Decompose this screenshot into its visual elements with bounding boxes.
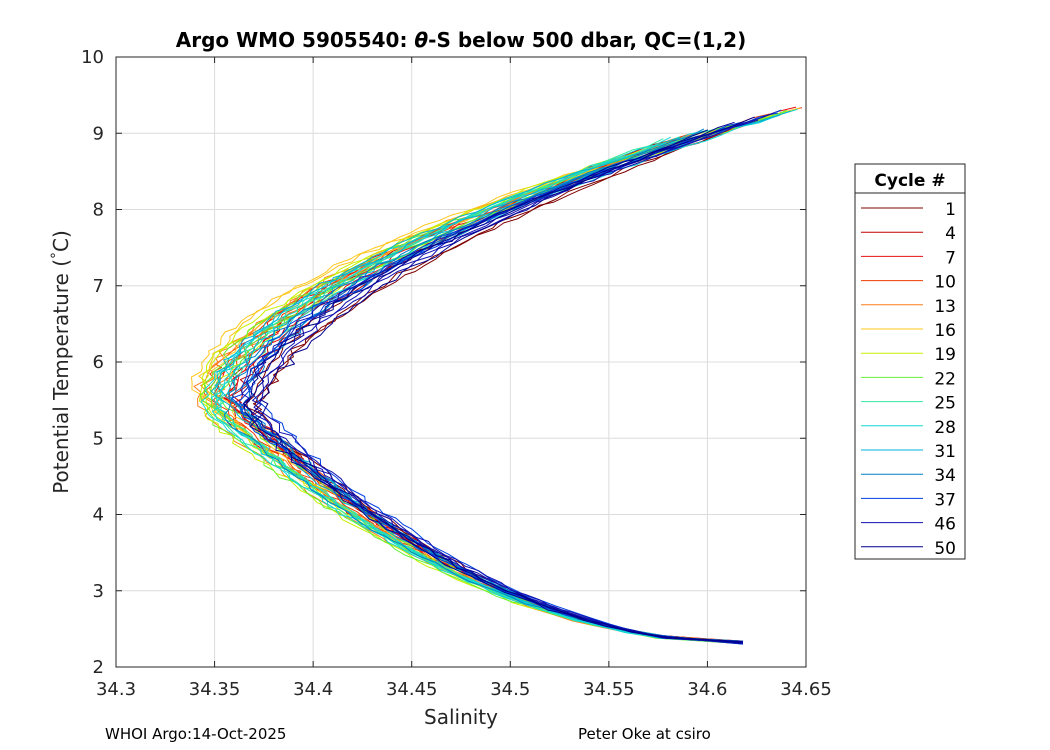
series-line-46 xyxy=(241,119,759,642)
series-layer xyxy=(190,106,803,645)
series-line-37 xyxy=(238,109,782,644)
y-tick-label: 6 xyxy=(93,352,104,373)
legend-label: 37 xyxy=(934,490,956,510)
x-tick-label: 34.3 xyxy=(96,679,136,700)
legend-box xyxy=(854,163,966,560)
y-tick-label: 4 xyxy=(93,505,104,526)
series-line-37 xyxy=(231,121,744,645)
series-line-31 xyxy=(214,137,743,644)
y-tick-label: 3 xyxy=(93,581,104,602)
legend-label: 13 xyxy=(934,297,956,317)
x-axis-label: Salinity xyxy=(424,705,498,729)
legend-label: 22 xyxy=(934,369,956,389)
series-line-22 xyxy=(206,109,788,645)
legend-label: 16 xyxy=(934,321,956,341)
y-tick-label: 8 xyxy=(93,200,104,221)
legend-label: 1 xyxy=(945,200,956,220)
x-tick-label: 34.65 xyxy=(780,679,832,700)
legend: Cycle # 1 4 7 10 13 16 19 22 25 28 31 34 37 46 50 xyxy=(854,163,966,560)
x-tick-label: 34.5 xyxy=(490,679,530,700)
y-tick-label: 2 xyxy=(93,657,104,678)
legend-entries: 1 4 7 10 13 16 19 22 25 28 31 34 37 46 50 xyxy=(861,200,956,559)
x-tick-label: 34.4 xyxy=(293,679,333,700)
legend-label: 7 xyxy=(945,248,956,268)
x-tick-label: 34.55 xyxy=(583,679,635,700)
footer-left: WHOI Argo:14-Oct-2025 xyxy=(105,725,287,743)
tick-labels: 34.3 34.35 34.4 34.45 34.5 34.55 34.6 34.65 2 3 4 5… xyxy=(81,47,832,700)
y-axis-label: Potential Temperature (°C) xyxy=(49,230,73,494)
series-line-50 xyxy=(249,129,743,644)
legend-title: Cycle # xyxy=(874,171,945,191)
legend-label: 25 xyxy=(934,394,956,414)
y-tick-label: 7 xyxy=(93,276,104,297)
legend-label: 4 xyxy=(945,224,956,244)
series-line-28 xyxy=(200,136,743,643)
footer-right: Peter Oke at csiro xyxy=(578,725,711,743)
chart-title: Argo WMO 5905540: θ-S below 500 dbar, QC… xyxy=(176,28,746,52)
legend-label: 46 xyxy=(934,515,956,535)
series-line-50 xyxy=(243,116,755,643)
legend-label: 19 xyxy=(934,345,956,365)
axis-ticks xyxy=(115,56,807,668)
x-tick-label: 34.35 xyxy=(189,679,241,700)
y-tick-label: 9 xyxy=(93,123,104,144)
y-tick-label: 5 xyxy=(93,428,104,449)
legend-label: 31 xyxy=(934,442,956,462)
legend-label: 50 xyxy=(934,539,956,559)
legend-label: 28 xyxy=(934,418,956,438)
x-tick-label: 34.45 xyxy=(386,679,438,700)
legend-label: 34 xyxy=(934,466,956,486)
y-tick-label: 10 xyxy=(81,47,104,68)
legend-label: 10 xyxy=(934,273,956,293)
x-tick-label: 34.6 xyxy=(687,679,727,700)
